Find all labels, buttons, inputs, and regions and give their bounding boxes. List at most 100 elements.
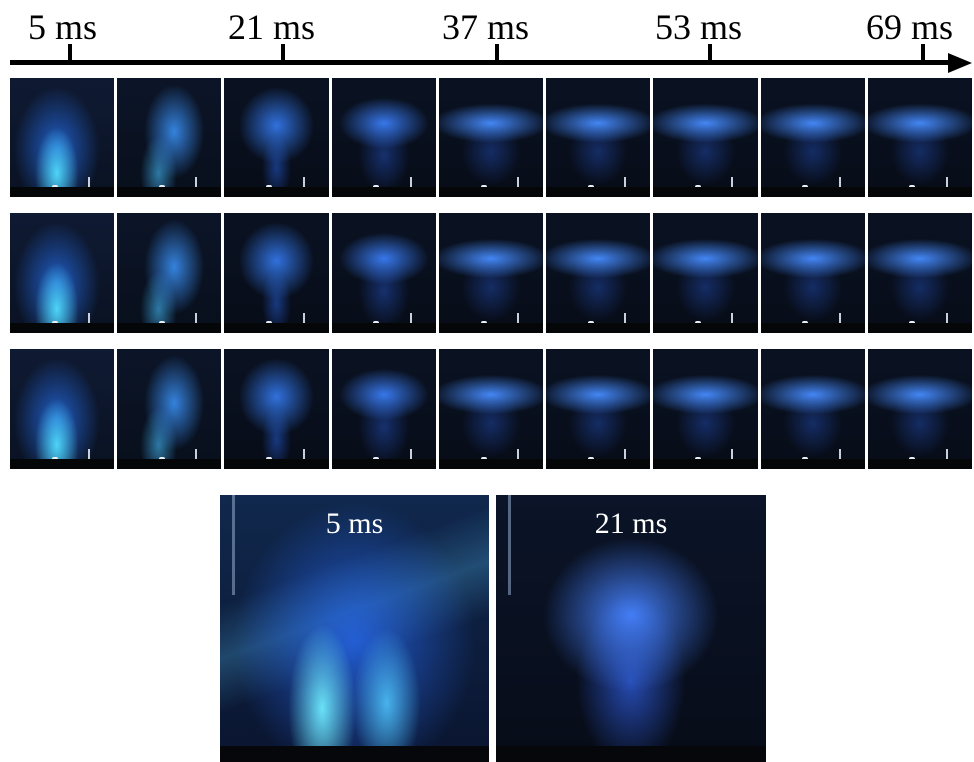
electrode-rod [303, 313, 305, 323]
axis-tick [281, 44, 285, 64]
video-frame [546, 213, 650, 333]
time-label-37ms: 37 ms [442, 6, 529, 48]
enlarged-label-5ms: 5 ms [220, 507, 489, 541]
electrode-rod [624, 449, 626, 459]
video-frame [761, 213, 865, 333]
video-frame [868, 349, 972, 469]
electrode-glow [802, 185, 808, 189]
video-frame [332, 78, 436, 197]
electrode-rod [624, 313, 626, 323]
axis-tick [921, 44, 925, 64]
electrode-glow [481, 457, 487, 461]
electrode-rod [410, 449, 412, 459]
electrode-glow [909, 457, 915, 461]
video-frame [224, 78, 328, 197]
electrode-glow [909, 321, 915, 325]
electrode-rod [517, 177, 519, 187]
electrode-glow [266, 321, 272, 325]
video-frame [868, 213, 972, 333]
video-frame [224, 349, 328, 469]
electrode-rod [731, 313, 733, 323]
axis-tick [708, 44, 712, 64]
frame-strip-row-3 [10, 349, 972, 469]
electrode-rod [839, 313, 841, 323]
electrode-glow [588, 185, 594, 189]
electrode-rod [731, 449, 733, 459]
electrode-glow [802, 457, 808, 461]
video-frame [117, 349, 221, 469]
electrode-rod [410, 313, 412, 323]
electrode-glow [695, 321, 701, 325]
electrode-rod [839, 449, 841, 459]
electrode-rod [624, 177, 626, 187]
electrode-glow [159, 457, 165, 461]
frame-floor [496, 746, 766, 762]
electrode-rod [946, 449, 948, 459]
enlarged-label-21ms: 21 ms [496, 507, 766, 541]
video-frame [117, 213, 221, 333]
video-frame [546, 349, 650, 469]
electrode-glow [481, 185, 487, 189]
electrode-rod [517, 449, 519, 459]
frame-strip-row-1 [10, 78, 972, 197]
electrode-glow [909, 185, 915, 189]
electrode-rod [195, 313, 197, 323]
electrode-glow [373, 457, 379, 461]
electrode-glow [159, 185, 165, 189]
video-frame [653, 78, 757, 197]
electrode-glow [373, 321, 379, 325]
electrode-rod [946, 313, 948, 323]
video-frame [332, 349, 436, 469]
electrode-glow [373, 185, 379, 189]
time-label-5ms: 5 ms [28, 6, 97, 48]
video-frame [653, 349, 757, 469]
electrode-glow [481, 321, 487, 325]
electrode-rod [88, 449, 90, 459]
video-frame [10, 78, 114, 197]
electrode-glow [266, 185, 272, 189]
video-frame [868, 78, 972, 197]
electrode-rod [731, 177, 733, 187]
enlarged-frame-21ms: 21 ms [496, 495, 766, 762]
electrode-rod [195, 449, 197, 459]
video-frame [332, 213, 436, 333]
video-frame [439, 213, 543, 333]
electrode-glow [52, 321, 58, 325]
frame-strip-row-2 [10, 213, 972, 333]
video-frame [439, 78, 543, 197]
arrow-right-icon [948, 53, 972, 73]
video-frame [224, 213, 328, 333]
timeline: 5 ms 21 ms 37 ms 53 ms 69 ms [0, 0, 974, 78]
electrode-glow [695, 457, 701, 461]
electrode-rod [88, 177, 90, 187]
time-label-53ms: 53 ms [655, 6, 742, 48]
time-label-21ms: 21 ms [228, 6, 315, 48]
video-frame [546, 78, 650, 197]
electrode-rod [88, 313, 90, 323]
electrode-rod [517, 313, 519, 323]
electrode-rod [303, 177, 305, 187]
video-frame [439, 349, 543, 469]
axis-tick [495, 44, 499, 64]
time-axis-line [10, 60, 955, 65]
video-frame [117, 78, 221, 197]
electrode-rod [410, 177, 412, 187]
video-frame [653, 213, 757, 333]
time-label-69ms: 69 ms [866, 6, 953, 48]
electrode-glow [588, 321, 594, 325]
electrode-glow [802, 321, 808, 325]
enlarged-frame-5ms: 5 ms [220, 495, 489, 762]
electrode-rod [839, 177, 841, 187]
electrode-glow [266, 457, 272, 461]
electrode-glow [52, 457, 58, 461]
video-frame [10, 349, 114, 469]
electrode-glow [695, 185, 701, 189]
electrode-rod [946, 177, 948, 187]
electrode-rod [195, 177, 197, 187]
video-frame [761, 78, 865, 197]
video-frame [761, 349, 865, 469]
electrode-glow [52, 185, 58, 189]
electrode-glow [588, 457, 594, 461]
electrode-rod [303, 449, 305, 459]
axis-tick [68, 44, 72, 64]
